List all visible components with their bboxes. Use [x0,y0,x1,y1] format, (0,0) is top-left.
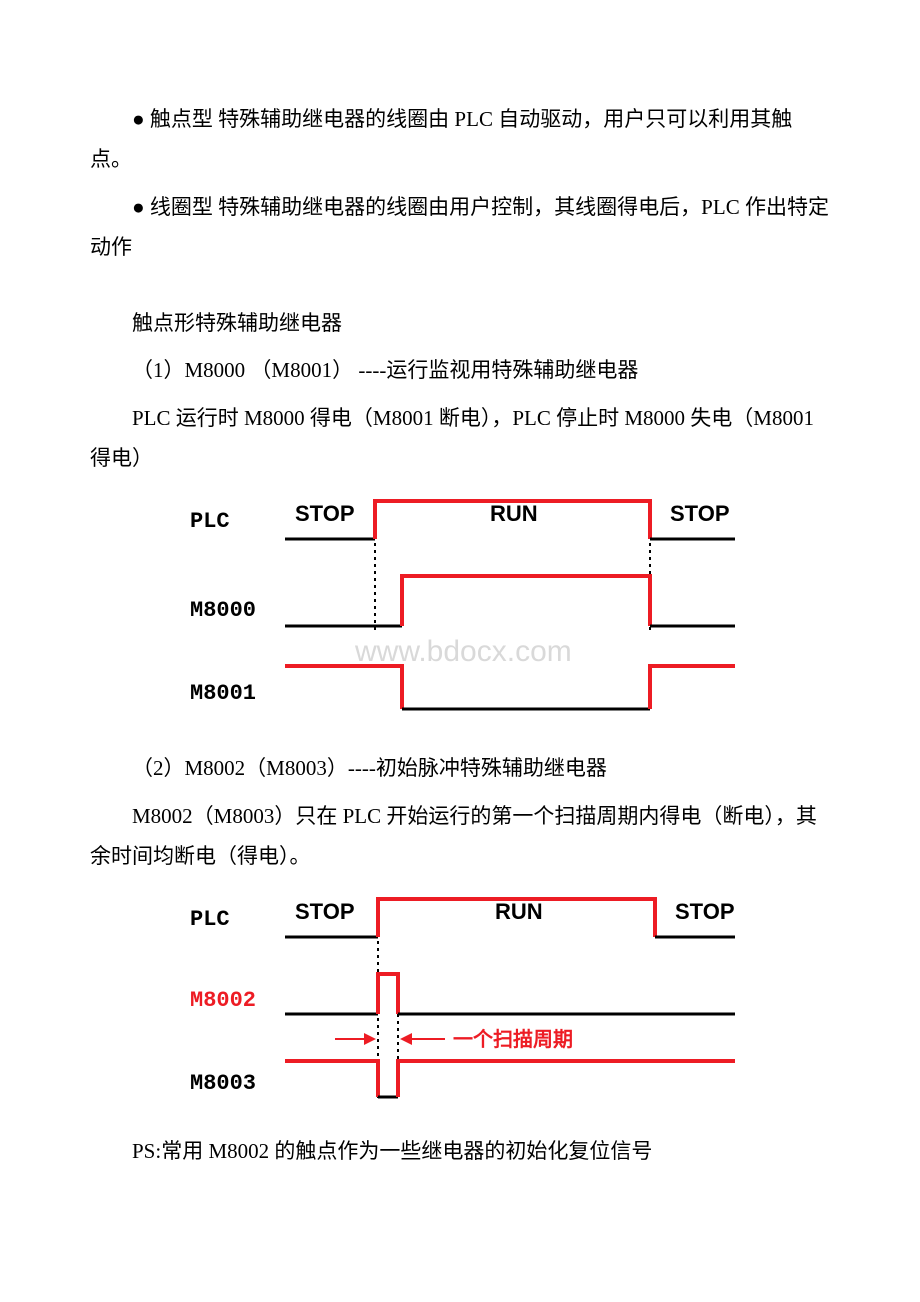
paragraph-m8000-title: （1）M8000 （M8001） ----运行监视用特殊辅助继电器 [90,351,830,391]
svg-text:RUN: RUN [490,501,538,526]
svg-text:M8001: M8001 [190,681,256,706]
svg-text:STOP: STOP [295,501,355,526]
svg-text:STOP: STOP [675,899,735,924]
paragraph-contact-type: ● 触点型 特殊辅助继电器的线圈由 PLC 自动驱动，用户只可以利用其触点。 [90,100,830,180]
svg-text:M8002: M8002 [190,988,256,1013]
svg-text:PLC: PLC [190,907,230,932]
heading-contact-relay: 触点形特殊辅助继电器 [90,304,830,344]
paragraph-m8000-desc: PLC 运行时 M8000 得电（M8001 断电），PLC 停止时 M8000… [90,399,830,479]
svg-text:一个扫描周期: 一个扫描周期 [453,1027,573,1051]
svg-text:PLC: PLC [190,509,230,534]
timing-diagram-m8000-m8001: www.bdocx.com PLC M8000 M8001 STOP RUN STOP [90,491,830,731]
paragraph-coil-type: ● 线圈型 特殊辅助继电器的线圈由用户控制，其线圈得电后，PLC 作出特定动作 [90,188,830,268]
paragraph-m8002-title: （2）M8002（M8003）----初始脉冲特殊辅助继电器 [90,749,830,789]
paragraph-ps-note: PS:常用 M8002 的触点作为一些继电器的初始化复位信号 [90,1132,830,1172]
svg-text:STOP: STOP [670,501,730,526]
svg-text:RUN: RUN [495,899,543,924]
svg-text:M8003: M8003 [190,1071,256,1096]
svg-text:www.bdocx.com: www.bdocx.com [354,635,572,668]
svg-text:M8000: M8000 [190,598,256,623]
paragraph-m8002-desc: M8002（M8003）只在 PLC 开始运行的第一个扫描周期内得电（断电），其… [90,797,830,877]
svg-text:STOP: STOP [295,899,355,924]
timing-diagram-m8002-m8003: PLC M8002 M8003 STOP RUN STOP 一个扫描周期 [90,889,830,1114]
